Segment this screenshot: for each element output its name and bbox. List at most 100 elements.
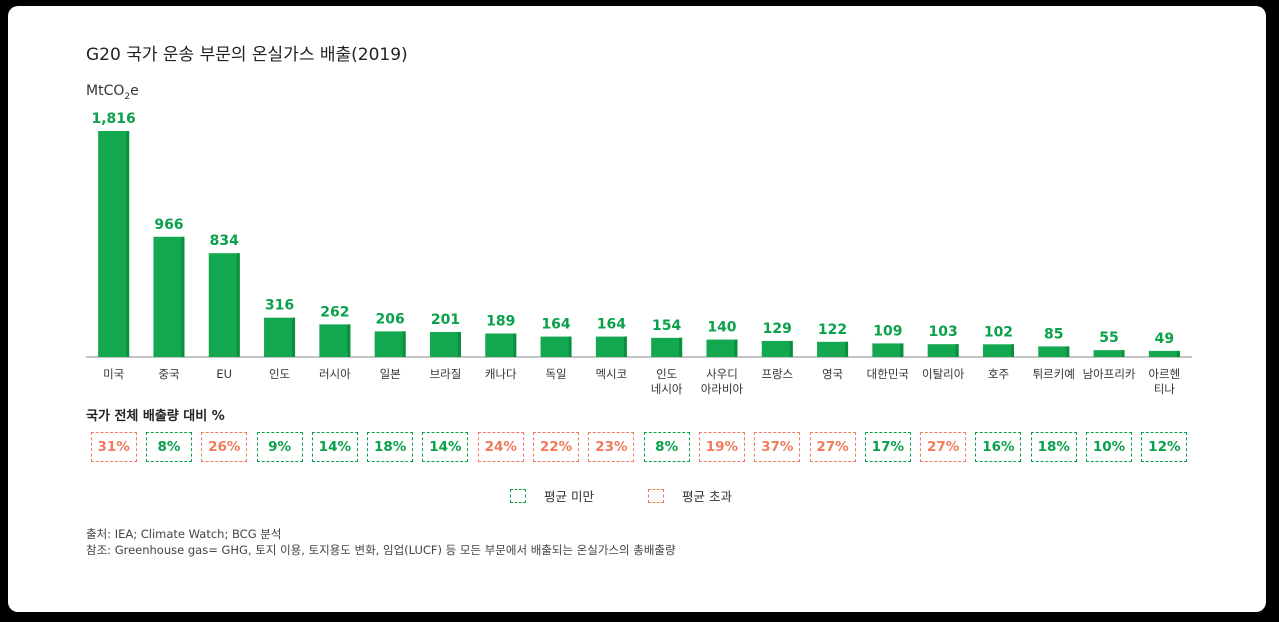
bar-value-label: 189 <box>486 313 515 329</box>
bar <box>485 333 517 357</box>
bar <box>706 339 738 357</box>
bar <box>1038 346 1070 357</box>
bar-value-label: 140 <box>707 320 736 336</box>
bar-shade <box>347 324 351 357</box>
bar-value-label: 164 <box>541 317 570 333</box>
bar-shade <box>402 331 406 357</box>
bar-value-label: 122 <box>818 322 847 338</box>
bar-value-label: 103 <box>929 324 958 340</box>
bar-value-label: 154 <box>652 318 681 334</box>
source-note: 출처: IEA; Climate Watch; BCG 분석 <box>86 527 282 541</box>
notes: 출처: IEA; Climate Watch; BCG 분석 참조: Green… <box>86 526 676 558</box>
category-label: 인도 <box>269 367 290 381</box>
category-label: 멕시코 <box>595 367 627 381</box>
bar <box>1093 350 1125 357</box>
share-box: 9% <box>256 432 303 462</box>
category-label: 독일 <box>545 367 566 381</box>
category-label: 중국 <box>158 367 179 381</box>
bar-shade <box>1121 350 1125 357</box>
category-label: 인도 네시아 <box>651 367 683 396</box>
bar <box>927 344 959 357</box>
legend: 평균 미만 평균 초과 <box>510 486 732 505</box>
share-box: 14% <box>422 432 469 462</box>
bar-shade <box>181 236 185 357</box>
category-label: 일본 <box>380 367 401 381</box>
bar-shade <box>845 341 849 357</box>
bar-value-label: 85 <box>1044 326 1063 342</box>
category-label: 이탈리아 <box>922 367 965 381</box>
share-box: 17% <box>864 432 911 462</box>
bar-shade <box>623 336 627 357</box>
share-box: 18% <box>1030 432 1077 462</box>
bar <box>982 344 1014 357</box>
bar-shade <box>513 333 517 357</box>
bar <box>872 343 904 357</box>
share-title: 국가 전체 배출량 대비 % <box>86 409 225 424</box>
bar <box>595 336 627 357</box>
bar <box>651 337 683 357</box>
share-box: 27% <box>809 432 856 462</box>
category-label: 아르헨 티나 <box>1148 367 1180 396</box>
bar-value-label: 1,816 <box>92 111 136 127</box>
share-box: 26% <box>201 432 248 462</box>
bar-chart: 1,816 미국 966 중국 834 EU 316 인도 262 러시아 206 일본 201 브라질 1… <box>86 111 1192 396</box>
category-label: EU <box>216 367 232 381</box>
bar-value-label: 966 <box>154 217 183 233</box>
share-box: 19% <box>698 432 745 462</box>
category-label: 러시아 <box>319 367 351 381</box>
bar-shade <box>126 131 130 357</box>
bar <box>319 324 351 357</box>
category-label: 남아프리카 <box>1083 367 1136 381</box>
unit-label: MtCO2e <box>86 83 139 102</box>
bar <box>817 341 849 357</box>
bar-value-label: 316 <box>265 298 294 314</box>
share-box: 8% <box>643 432 690 462</box>
bar-shade <box>1066 346 1070 357</box>
share-box: 31% <box>90 432 137 462</box>
category-label: 미국 <box>103 367 124 381</box>
category-label: 브라질 <box>430 367 462 381</box>
bar-value-label: 55 <box>1099 330 1118 346</box>
share-box: 10% <box>1086 432 1133 462</box>
bar-shade <box>955 344 959 357</box>
legend-above-label: 평균 초과 <box>681 489 732 504</box>
bar-value-label: 262 <box>320 304 349 320</box>
share-box: 23% <box>588 432 635 462</box>
bar-shade <box>789 340 793 357</box>
share-box: 37% <box>754 432 801 462</box>
category-label: 영국 <box>822 367 843 381</box>
share-box: 14% <box>311 432 358 462</box>
bar-value-label: 834 <box>210 233 239 249</box>
share-box: 27% <box>920 432 967 462</box>
legend-above-swatch <box>647 488 664 503</box>
bar <box>153 236 185 357</box>
bar <box>98 131 130 357</box>
bar <box>429 331 461 357</box>
bar-value-label: 109 <box>873 323 902 339</box>
bar-shade <box>236 253 240 357</box>
share-box: 18% <box>367 432 414 462</box>
bar-shade <box>734 339 738 357</box>
bar-shade <box>1010 344 1014 357</box>
chart-title: G20 국가 운송 부문의 온실가스 배출(2019) <box>86 45 408 65</box>
share-box: 22% <box>533 432 580 462</box>
bar-shade <box>679 337 683 357</box>
category-label: 튀르키예 <box>1033 367 1075 381</box>
bar <box>374 331 406 357</box>
bar <box>1148 350 1180 357</box>
category-label: 사우디 아라비아 <box>701 367 744 396</box>
category-label: 대한민국 <box>867 367 909 381</box>
bar-shade <box>457 331 461 357</box>
reference-note: 참조: Greenhouse gas= GHG, 토지 이용, 토지용도 변화,… <box>86 543 676 557</box>
bar <box>540 336 572 357</box>
share-box: 16% <box>975 432 1022 462</box>
bar-shade <box>900 343 904 357</box>
legend-below-label: 평균 미만 <box>544 489 594 504</box>
bar <box>208 253 240 357</box>
share-box: 8% <box>145 432 192 462</box>
bar <box>761 340 793 357</box>
bar-shade <box>1176 350 1180 357</box>
bar-shade <box>292 317 296 357</box>
bar-value-label: 102 <box>984 324 1013 340</box>
bar-value-label: 129 <box>763 321 792 337</box>
